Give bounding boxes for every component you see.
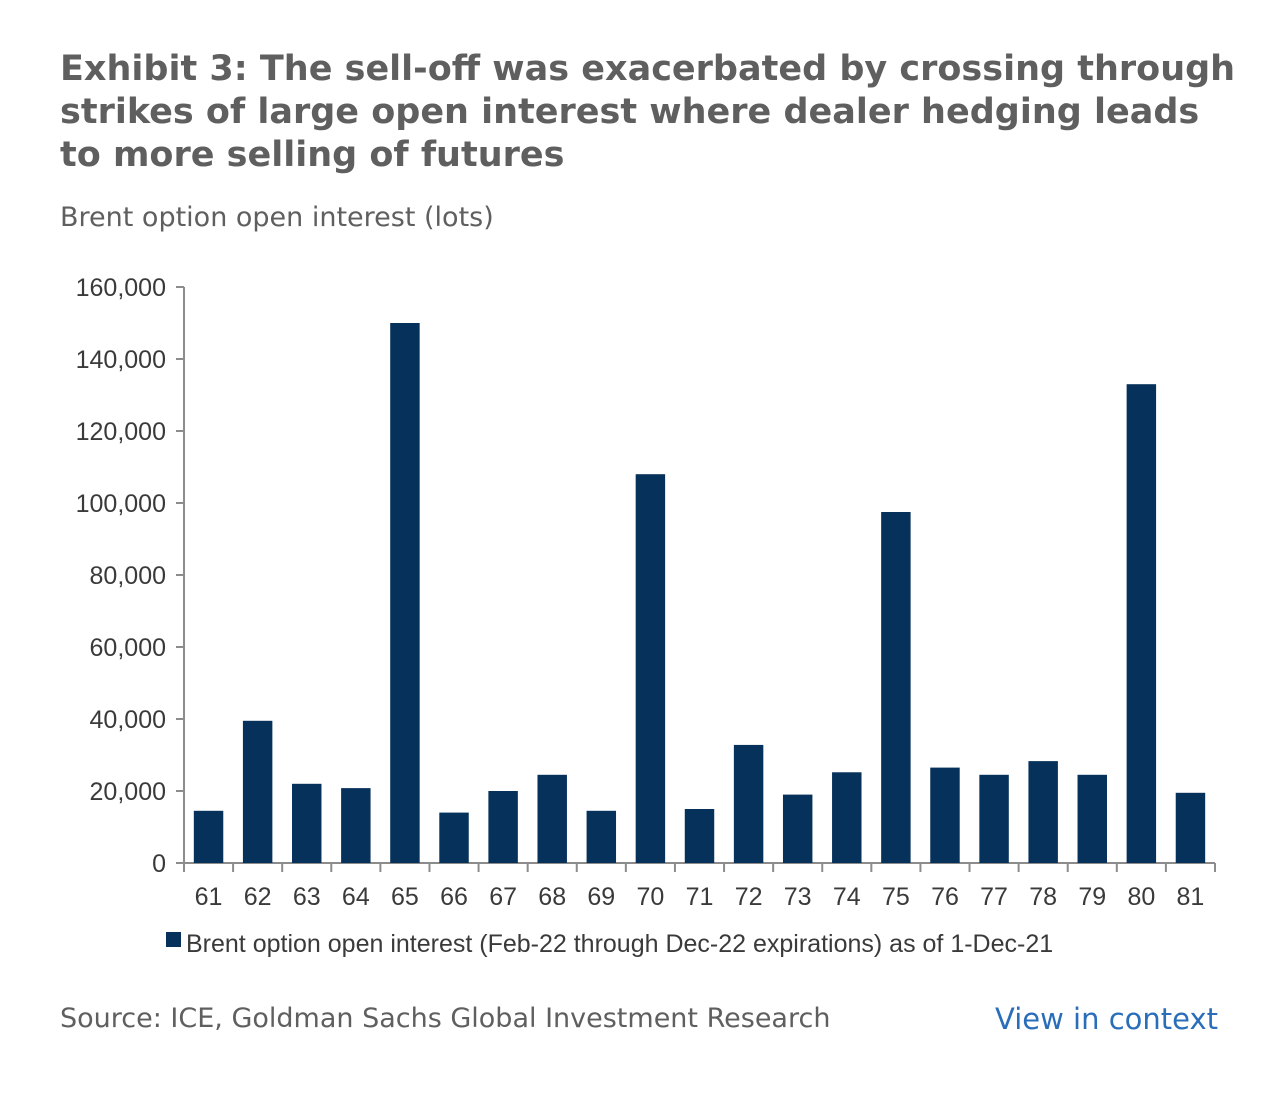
y-tick-label: 100,000 — [76, 490, 166, 518]
x-tick-label: 62 — [244, 883, 272, 911]
x-tick-label: 65 — [391, 883, 419, 911]
bar-72 — [733, 744, 764, 863]
bar-67 — [488, 791, 518, 863]
y-tick-label: 140,000 — [76, 346, 166, 374]
y-tick-label: 20,000 — [90, 778, 166, 806]
chart-title: Exhibit 3: The sell-off was exacerbated … — [60, 49, 1236, 175]
x-tick-label: 73 — [784, 883, 812, 911]
x-tick-label: 68 — [538, 883, 566, 911]
x-tick-label: 74 — [833, 883, 861, 911]
x-tick-label: 69 — [587, 883, 615, 911]
bar-65 — [390, 323, 420, 863]
x-tick-label: 80 — [1127, 883, 1155, 911]
source-note: Source: ICE, Goldman Sachs Global Invest… — [60, 1003, 831, 1034]
x-tick-label: 70 — [636, 883, 664, 911]
x-tick-label: 64 — [342, 883, 370, 911]
x-tick-label: 67 — [489, 883, 517, 911]
bar-61 — [193, 810, 224, 863]
x-tick-label: 77 — [980, 883, 1008, 911]
chart-subtitle: Brent option open interest (lots) — [60, 202, 494, 233]
x-tick-label: 71 — [686, 883, 714, 911]
bar-64 — [341, 788, 371, 863]
bar-76 — [930, 767, 960, 863]
bar-73 — [782, 794, 813, 863]
y-tick-label: 0 — [152, 850, 166, 878]
bar-81 — [1175, 792, 1206, 863]
legend-swatch — [166, 932, 181, 947]
bar-75 — [881, 512, 911, 863]
x-tick-label: 79 — [1078, 883, 1106, 911]
bar-79 — [1077, 774, 1107, 863]
y-tick-label: 120,000 — [76, 418, 166, 446]
y-tick-label: 80,000 — [90, 562, 166, 590]
x-tick-label: 61 — [195, 883, 223, 911]
bar-chart: 0 20,000 40,000 60,000 80,000 100,000 120,000 1… — [76, 274, 1216, 958]
x-tick-label: 78 — [1029, 883, 1057, 911]
bar-77 — [979, 774, 1009, 863]
bar-80 — [1126, 384, 1157, 863]
bar-63 — [292, 783, 322, 863]
view-in-context-link[interactable]: View in context — [995, 1002, 1218, 1036]
y-tick-label: 160,000 — [76, 274, 166, 302]
bar-71 — [684, 809, 715, 863]
bar-62 — [242, 720, 273, 863]
bar-70 — [635, 474, 666, 863]
x-tick-label: 66 — [440, 883, 468, 911]
y-tick-label: 40,000 — [90, 706, 166, 734]
bar-74 — [832, 772, 862, 863]
bar-66 — [439, 812, 469, 863]
bar-68 — [537, 774, 567, 863]
x-tick-label: 76 — [931, 883, 959, 911]
bar-69 — [586, 810, 617, 863]
legend-label: Brent option open interest (Feb-22 throu… — [186, 930, 1053, 958]
x-tick-label: 63 — [293, 883, 321, 911]
x-tick-label: 81 — [1177, 883, 1205, 911]
y-tick-label: 60,000 — [90, 634, 166, 662]
x-tick-label: 72 — [735, 883, 763, 911]
x-tick-label: 75 — [882, 883, 910, 911]
bar-78 — [1028, 761, 1058, 863]
